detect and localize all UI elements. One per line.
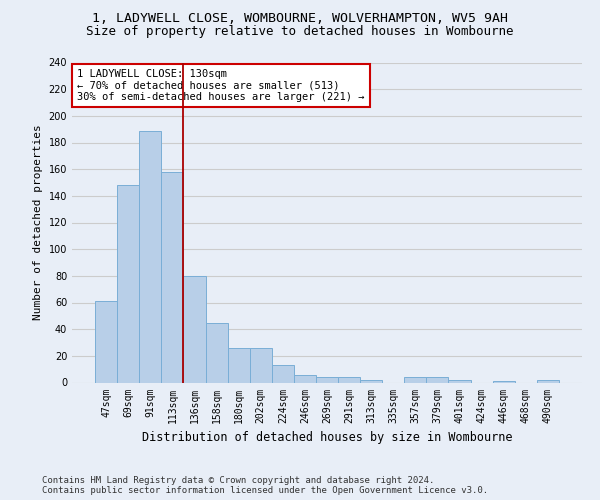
Bar: [360, 380, 382, 382]
Bar: [427, 377, 448, 382]
Bar: [250, 348, 272, 382]
Bar: [493, 381, 515, 382]
Bar: [404, 377, 427, 382]
Bar: [272, 365, 294, 382]
Bar: [117, 185, 139, 382]
Text: Size of property relative to detached houses in Wombourne: Size of property relative to detached ho…: [86, 25, 514, 38]
Text: 1 LADYWELL CLOSE: 130sqm
← 70% of detached houses are smaller (513)
30% of semi-: 1 LADYWELL CLOSE: 130sqm ← 70% of detach…: [77, 69, 365, 102]
Text: 1, LADYWELL CLOSE, WOMBOURNE, WOLVERHAMPTON, WV5 9AH: 1, LADYWELL CLOSE, WOMBOURNE, WOLVERHAMP…: [92, 12, 508, 26]
Bar: [206, 322, 227, 382]
Bar: [161, 172, 184, 382]
Y-axis label: Number of detached properties: Number of detached properties: [33, 124, 43, 320]
Bar: [227, 348, 250, 382]
Text: Contains HM Land Registry data © Crown copyright and database right 2024.
Contai: Contains HM Land Registry data © Crown c…: [42, 476, 488, 495]
Bar: [537, 380, 559, 382]
Bar: [184, 276, 206, 382]
Bar: [95, 301, 117, 382]
Bar: [448, 380, 470, 382]
X-axis label: Distribution of detached houses by size in Wombourne: Distribution of detached houses by size …: [142, 431, 512, 444]
Bar: [139, 130, 161, 382]
Bar: [316, 377, 338, 382]
Bar: [338, 377, 360, 382]
Bar: [294, 374, 316, 382]
